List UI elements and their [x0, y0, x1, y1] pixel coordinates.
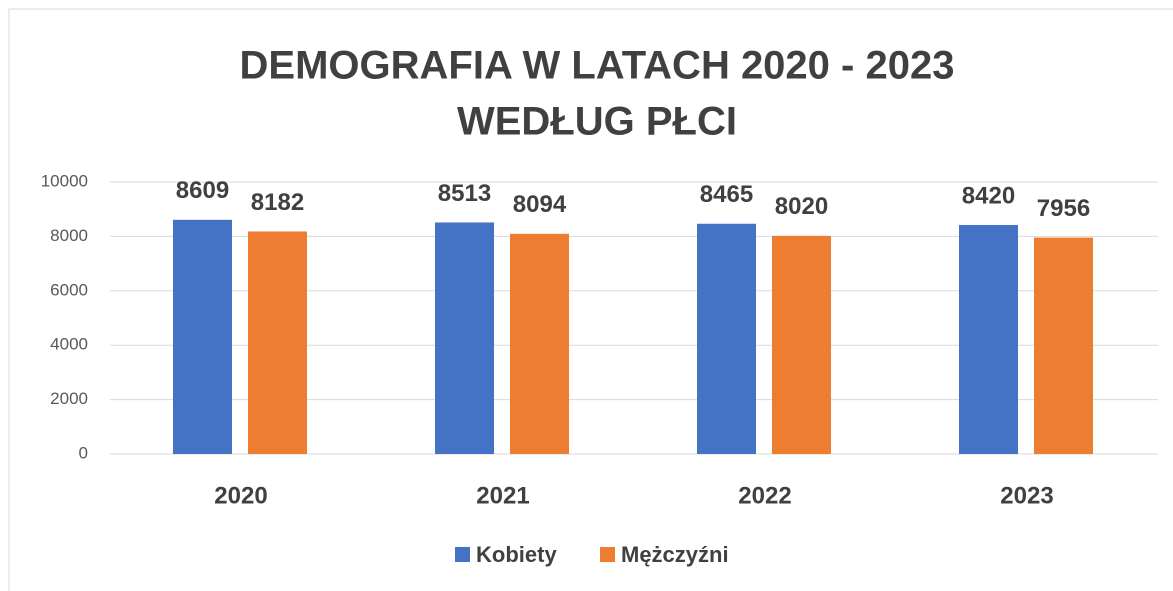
bar — [435, 222, 494, 454]
bar — [173, 219, 232, 454]
y-tick-label: 2000 — [50, 389, 88, 408]
data-label: 8094 — [513, 191, 567, 218]
chart-border — [8, 8, 1173, 591]
data-label: 8020 — [775, 193, 828, 220]
x-tick-label: 2023 — [1000, 482, 1053, 509]
chart-title: WEDŁUG PŁCI — [457, 100, 737, 144]
data-label: 8182 — [251, 189, 304, 216]
bar — [697, 223, 756, 454]
y-tick-label: 8000 — [50, 226, 88, 245]
bar — [772, 235, 831, 454]
bar — [1034, 237, 1093, 454]
x-tick-label: 2022 — [738, 482, 791, 509]
legend-label: Kobiety — [476, 542, 557, 567]
x-tick-label: 2021 — [476, 482, 529, 509]
bar — [510, 233, 569, 454]
x-tick-label: 2020 — [214, 482, 267, 509]
y-tick-label: 6000 — [50, 280, 88, 299]
data-label: 8420 — [962, 182, 1015, 209]
data-label: 8609 — [176, 177, 229, 204]
data-label: 7956 — [1037, 195, 1090, 222]
legend-label: Mężczyźni — [621, 542, 729, 567]
legend-swatch — [600, 547, 615, 562]
bar — [959, 224, 1018, 454]
y-tick-label: 4000 — [50, 335, 88, 354]
data-label: 8513 — [438, 180, 491, 207]
y-tick-label: 0 — [79, 443, 88, 462]
y-tick-label: 10000 — [41, 171, 88, 190]
chart-title: DEMOGRAFIA W LATACH 2020 - 2023 — [240, 44, 955, 88]
legend-swatch — [455, 547, 470, 562]
data-label: 8465 — [700, 181, 753, 208]
bar — [248, 231, 307, 454]
